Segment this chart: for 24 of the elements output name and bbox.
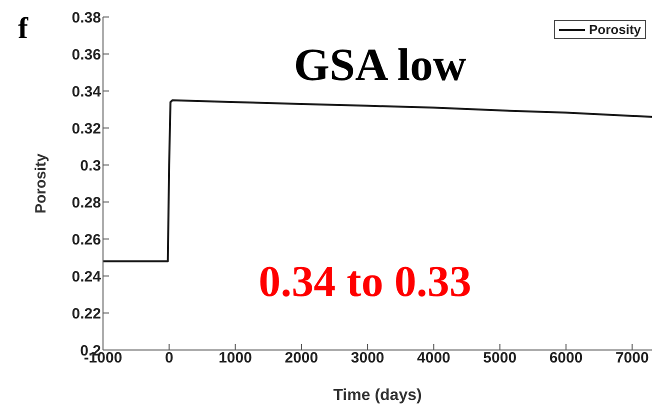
x-tick-label: 7000 — [615, 350, 649, 367]
y-tick-label: 0.26 — [72, 231, 101, 248]
x-axis-title: Time (days) — [333, 387, 422, 404]
x-tick-label: 3000 — [350, 350, 384, 367]
text: f — [18, 12, 28, 45]
y-tick-label: 0.36 — [72, 46, 101, 64]
y-tick-label: 0.38 — [72, 9, 101, 26]
y-tick-label: 0.3 — [80, 157, 101, 174]
x-tick-label: 1000 — [218, 350, 252, 367]
line-series — [103, 99, 652, 262]
y-tick-label: 0.34 — [72, 83, 102, 100]
y-tick-label: 0.24 — [72, 268, 102, 286]
x-tick-label: 6000 — [549, 350, 583, 367]
x-tick-label: 4000 — [417, 350, 450, 367]
legend-label: Porosity — [588, 22, 641, 37]
y-tick-label: 0.32 — [72, 120, 101, 138]
y-tick-label: 0.22 — [72, 305, 101, 322]
x-tick-label: 2000 — [284, 350, 318, 367]
x-tick-label: 0 — [164, 350, 174, 367]
y-tick-label: 0.28 — [72, 194, 101, 212]
annotation: 0.34 to 0.33 — [258, 257, 472, 306]
x-tick-label: 5000 — [483, 350, 517, 367]
annotation: GSA low — [292, 39, 468, 91]
y-axis-title: Porosity — [32, 152, 50, 214]
